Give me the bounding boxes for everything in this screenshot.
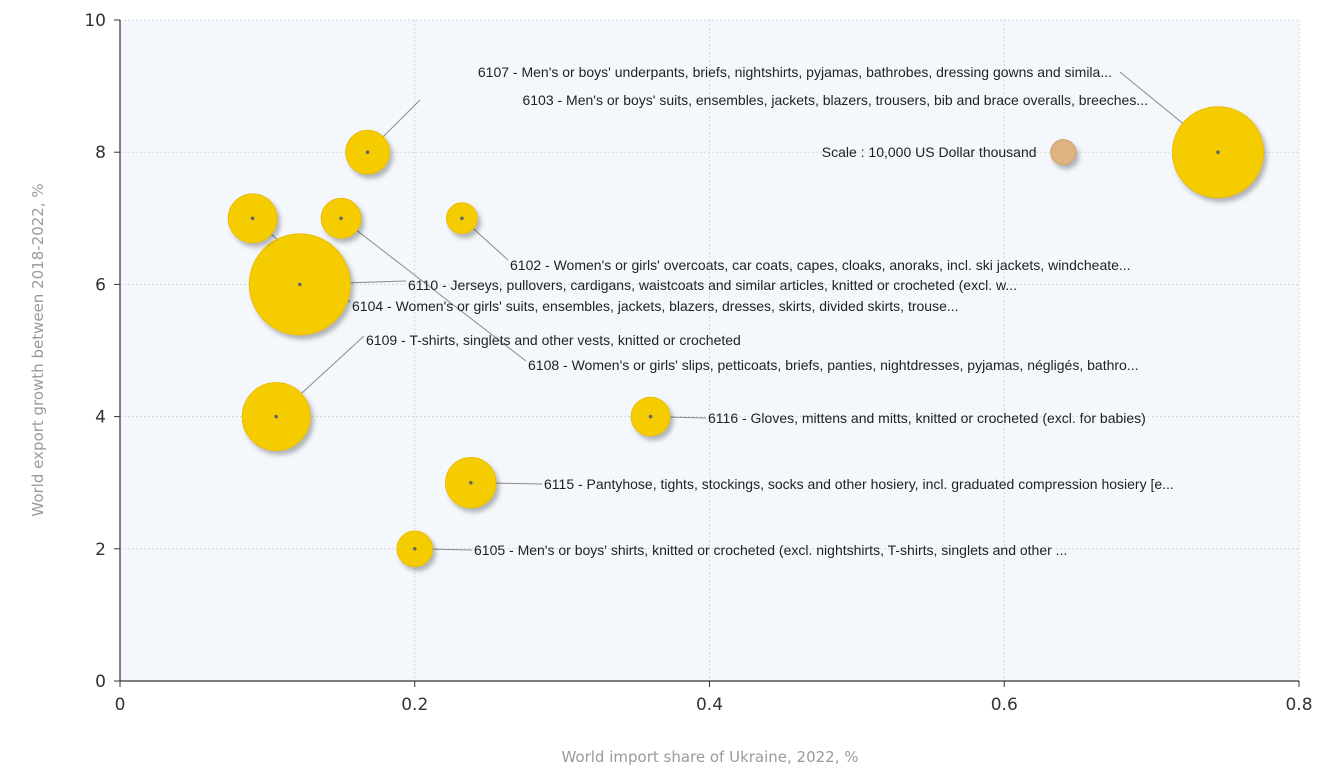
bubble-center-dot [365,150,370,154]
bubble-label-6110: 6110 - Jerseys, pullovers, cardigans, wa… [408,277,1017,293]
scale-label: Scale : 10,000 US Dollar thousand [822,144,1037,160]
bubble-label-6105: 6105 - Men's or boys' shirts, knitted or… [474,542,1067,558]
bubble-center-dot [250,216,255,221]
tick-labels: 0 0.2 0.4 0.6 0.8 0 2 4 6 8 10 [84,11,1312,715]
bubble-label-6116: 6116 - Gloves, mittens and mitts, knitte… [708,410,1146,426]
bubbles [227,106,1264,568]
y-tick-label: 0 [95,672,106,692]
plot-area [120,20,1299,681]
bubble-labels: 6107 - Men's or boys' underpants, briefs… [352,64,1174,558]
bubble-center-dot [648,414,653,419]
bubble-center-dot [1216,150,1220,154]
bubble-label-6108: 6108 - Women's or girls' slips, petticoa… [528,357,1139,373]
y-tick-label: 2 [95,540,106,560]
bubble-label-6104: 6104 - Women's or girls' suits, ensemble… [352,298,959,314]
bubble-center-dot [274,414,279,419]
bubble-center-dot [460,216,464,221]
x-tick-label: 0.6 [991,695,1018,715]
bubble-center-dot [412,547,417,551]
bubble-center-dot [297,282,302,287]
y-tick-label: 8 [95,143,106,163]
x-tick-label: 0.4 [696,695,723,715]
bubble-label-6102: 6102 - Women's or girls' overcoats, car … [510,257,1131,273]
leader-line-6108 [340,217,527,362]
scale-bubble [1050,139,1077,166]
y-tick-label: 4 [95,408,106,428]
x-tick-label: 0.8 [1285,695,1312,715]
x-axis-title: World import share of Ukraine, 2022, % [561,748,858,766]
y-tick-label: 6 [95,275,106,295]
y-tick-label: 10 [84,11,106,31]
bubble-label-6109: 6109 - T-shirts, singlets and other vest… [366,332,741,348]
y-axis-title: World export growth between 2018-2022, % [29,183,47,516]
bubble-center-dot [468,480,473,485]
x-tick-label: 0.2 [401,695,428,715]
bubble-label-6107: 6107 - Men's or boys' underpants, briefs… [478,64,1112,80]
x-tick-label: 0 [115,695,126,715]
bubble-label-6115: 6115 - Pantyhose, tights, stockings, soc… [544,476,1174,492]
bubble-center-dot [339,216,343,221]
bubble-label-6103: 6103 - Men's or boys' suits, ensembles, … [522,92,1148,108]
axes [114,19,1300,687]
